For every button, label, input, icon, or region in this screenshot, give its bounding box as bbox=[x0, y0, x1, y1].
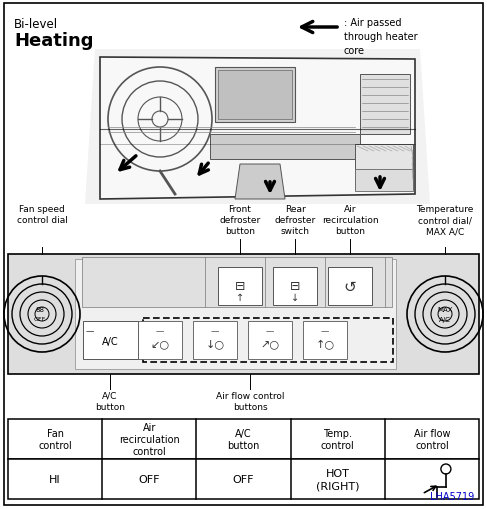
Text: ↑○: ↑○ bbox=[316, 338, 335, 348]
Bar bbox=[210, 135, 360, 160]
Bar bbox=[218, 267, 262, 305]
Bar bbox=[248, 321, 292, 359]
Text: Air flow control
buttons: Air flow control buttons bbox=[216, 391, 284, 411]
Bar bbox=[215, 68, 295, 123]
Text: HI: HI bbox=[49, 474, 61, 484]
Text: A/C
button: A/C button bbox=[227, 428, 260, 450]
Bar bbox=[355, 145, 413, 190]
Text: Heating: Heating bbox=[14, 32, 94, 50]
Text: HOT
(RIGHT): HOT (RIGHT) bbox=[316, 468, 359, 490]
Text: ↑: ↑ bbox=[236, 293, 244, 302]
Text: OFF: OFF bbox=[34, 317, 46, 322]
Text: OFF: OFF bbox=[138, 474, 160, 484]
Bar bbox=[8, 254, 479, 374]
Polygon shape bbox=[85, 50, 430, 205]
Text: ⊟: ⊟ bbox=[235, 280, 245, 293]
Text: Temperature
control dial/
MAX A/C: Temperature control dial/ MAX A/C bbox=[416, 205, 474, 236]
Bar bbox=[75, 260, 396, 369]
Text: —: — bbox=[266, 326, 274, 335]
Bar bbox=[138, 321, 182, 359]
Bar bbox=[355, 169, 413, 191]
Text: ↗○: ↗○ bbox=[261, 338, 280, 348]
Polygon shape bbox=[100, 58, 415, 200]
Text: Air
recirculation
control: Air recirculation control bbox=[119, 422, 180, 457]
Bar bbox=[328, 267, 372, 305]
Text: Rear
defroster
switch: Rear defroster switch bbox=[274, 205, 316, 236]
Text: A/C: A/C bbox=[439, 317, 451, 322]
Text: —: — bbox=[86, 326, 94, 335]
Text: Front
defroster
button: Front defroster button bbox=[219, 205, 261, 236]
Text: Fan
control: Fan control bbox=[38, 428, 72, 450]
Bar bbox=[193, 321, 237, 359]
Text: ↓: ↓ bbox=[291, 293, 299, 302]
Text: —: — bbox=[211, 326, 219, 335]
Text: Air flow
control: Air flow control bbox=[413, 428, 450, 450]
Text: Fan speed
control dial: Fan speed control dial bbox=[17, 205, 67, 224]
Bar bbox=[218, 71, 292, 120]
Text: ⊟: ⊟ bbox=[290, 280, 300, 293]
Text: A/C: A/C bbox=[102, 336, 118, 346]
Text: Temp.
control: Temp. control bbox=[321, 428, 355, 450]
Text: MAX: MAX bbox=[437, 306, 453, 313]
Text: Bi-level: Bi-level bbox=[14, 18, 58, 31]
Bar bbox=[143, 318, 393, 362]
Text: ↓○: ↓○ bbox=[206, 338, 225, 348]
Text: OFF: OFF bbox=[233, 474, 254, 484]
Text: ↺: ↺ bbox=[344, 279, 356, 294]
Bar bbox=[8, 419, 479, 459]
Bar bbox=[8, 459, 479, 499]
Polygon shape bbox=[235, 165, 285, 200]
Text: —: — bbox=[156, 326, 164, 335]
Bar bbox=[82, 258, 392, 307]
Bar bbox=[273, 267, 317, 305]
Text: A/C
button: A/C button bbox=[95, 391, 125, 411]
Bar bbox=[83, 321, 138, 359]
Text: —: — bbox=[321, 326, 329, 335]
Text: 88: 88 bbox=[36, 306, 44, 313]
Text: ↙○: ↙○ bbox=[150, 338, 169, 348]
Bar bbox=[303, 321, 347, 359]
Bar bbox=[360, 75, 410, 135]
Text: LHA5719: LHA5719 bbox=[430, 491, 474, 501]
Text: Air
recirculation
button: Air recirculation button bbox=[322, 205, 378, 236]
Text: : Air passed
through heater
core: : Air passed through heater core bbox=[344, 18, 418, 56]
